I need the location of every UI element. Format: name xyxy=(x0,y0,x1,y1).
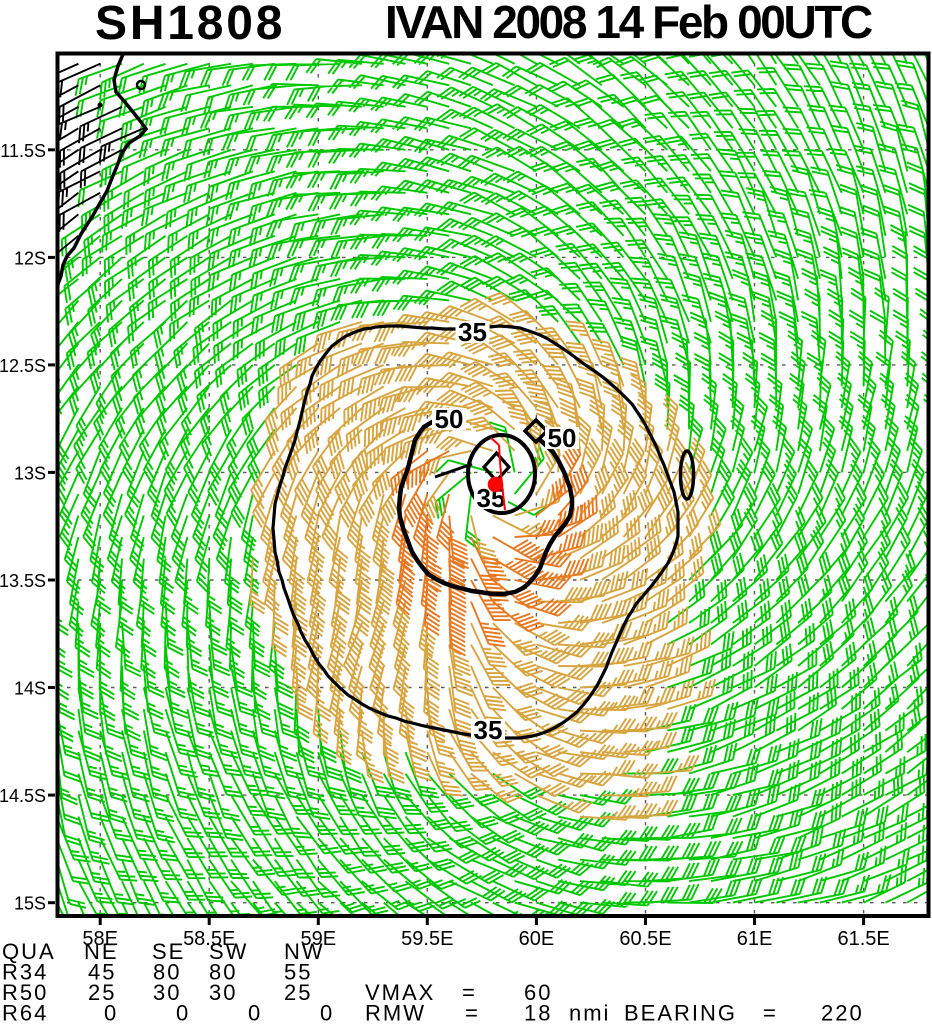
svg-text:=: = xyxy=(465,1001,480,1025)
svg-text:80: 80 xyxy=(209,960,237,985)
svg-text:30: 30 xyxy=(153,980,181,1005)
svg-text:50: 50 xyxy=(548,423,577,453)
svg-text:58E: 58E xyxy=(82,928,118,950)
svg-text:13.5S: 13.5S xyxy=(0,571,46,591)
svg-text:25: 25 xyxy=(284,980,312,1005)
svg-text:14.5S: 14.5S xyxy=(0,786,46,806)
svg-text:R64: R64 xyxy=(2,1001,48,1025)
svg-text:0: 0 xyxy=(104,1001,118,1025)
svg-text:35: 35 xyxy=(474,715,503,745)
svg-text:SH1808: SH1808 xyxy=(95,0,285,50)
svg-text:61.5E: 61.5E xyxy=(837,928,889,950)
svg-text:220: 220 xyxy=(821,1001,864,1025)
svg-text:60: 60 xyxy=(524,980,552,1005)
svg-text:25: 25 xyxy=(88,980,116,1005)
svg-text:NW: NW xyxy=(284,939,325,964)
svg-text:15S: 15S xyxy=(14,894,46,914)
svg-text:NE: NE xyxy=(84,939,119,964)
svg-text:35: 35 xyxy=(458,317,487,347)
svg-text:55: 55 xyxy=(284,960,312,985)
svg-text:12.5S: 12.5S xyxy=(0,356,46,376)
svg-text:13S: 13S xyxy=(14,463,46,483)
svg-text:SW: SW xyxy=(209,939,248,964)
svg-text:30: 30 xyxy=(209,980,237,1005)
svg-text:18: 18 xyxy=(524,1001,552,1025)
svg-text:nmi: nmi xyxy=(569,1001,610,1025)
svg-text:SE: SE xyxy=(152,939,185,964)
svg-text:58.5E: 58.5E xyxy=(183,928,235,950)
svg-text:60E: 60E xyxy=(519,928,555,950)
svg-text:VMAX: VMAX xyxy=(365,980,435,1005)
svg-text:14S: 14S xyxy=(14,679,46,699)
svg-text:BEARING: BEARING xyxy=(624,1001,737,1025)
svg-text:11.5S: 11.5S xyxy=(0,141,46,161)
svg-text:80: 80 xyxy=(153,960,181,985)
svg-text:61E: 61E xyxy=(737,928,773,950)
svg-text:QUA: QUA xyxy=(2,939,56,964)
svg-text:R50: R50 xyxy=(2,980,48,1005)
svg-text:0: 0 xyxy=(176,1001,190,1025)
svg-text:59.5E: 59.5E xyxy=(401,928,453,950)
svg-text:45: 45 xyxy=(88,960,116,985)
svg-text:IVAN 2008 14 Feb 00UTC: IVAN 2008 14 Feb 00UTC xyxy=(385,0,872,48)
svg-text:=: = xyxy=(763,1001,778,1025)
svg-text:50: 50 xyxy=(435,404,464,434)
svg-text:0: 0 xyxy=(320,1001,334,1025)
svg-text:59E: 59E xyxy=(301,928,337,950)
svg-text:R34: R34 xyxy=(2,960,48,985)
svg-text:RMW: RMW xyxy=(365,1001,426,1025)
svg-text:=: = xyxy=(462,980,477,1005)
svg-text:60.5E: 60.5E xyxy=(619,928,671,950)
svg-text:0: 0 xyxy=(248,1001,262,1025)
svg-text:12S: 12S xyxy=(14,248,46,268)
